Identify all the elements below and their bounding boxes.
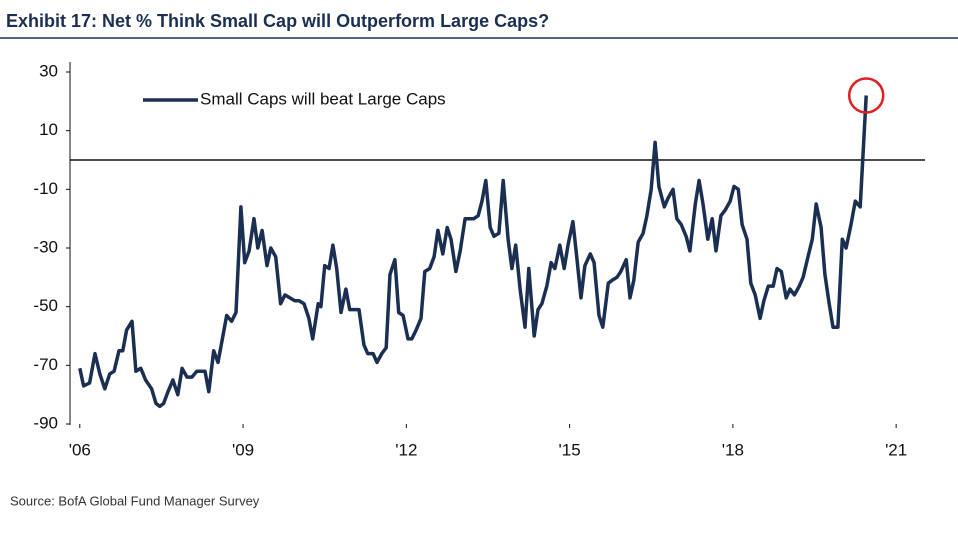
chart-title: Exhibit 17: Net % Think Small Cap will O… [6, 11, 549, 31]
series-line [78, 95, 868, 409]
x-tick-label: '12 [395, 440, 417, 459]
x-tick-label: '15 [559, 440, 581, 459]
x-tick-label: '18 [722, 440, 744, 459]
y-tick-label: -10 [33, 179, 58, 198]
x-tick-label: '06 [69, 440, 91, 459]
highlight-circle [847, 77, 885, 114]
x-tick-label: '21 [885, 440, 907, 459]
y-tick-label: -50 [33, 296, 58, 315]
y-tick-label: -30 [33, 237, 58, 256]
x-tick-label: '09 [232, 440, 254, 459]
source: Source: BofA Global Fund Manager Survey [10, 493, 260, 508]
y-tick-label: 10 [39, 120, 58, 139]
legend-label: Small Caps will beat Large Caps [200, 89, 446, 108]
y-tick-label: 30 [39, 61, 58, 80]
y-tick-label: -70 [33, 355, 58, 374]
y-tick-label: -90 [33, 413, 58, 432]
